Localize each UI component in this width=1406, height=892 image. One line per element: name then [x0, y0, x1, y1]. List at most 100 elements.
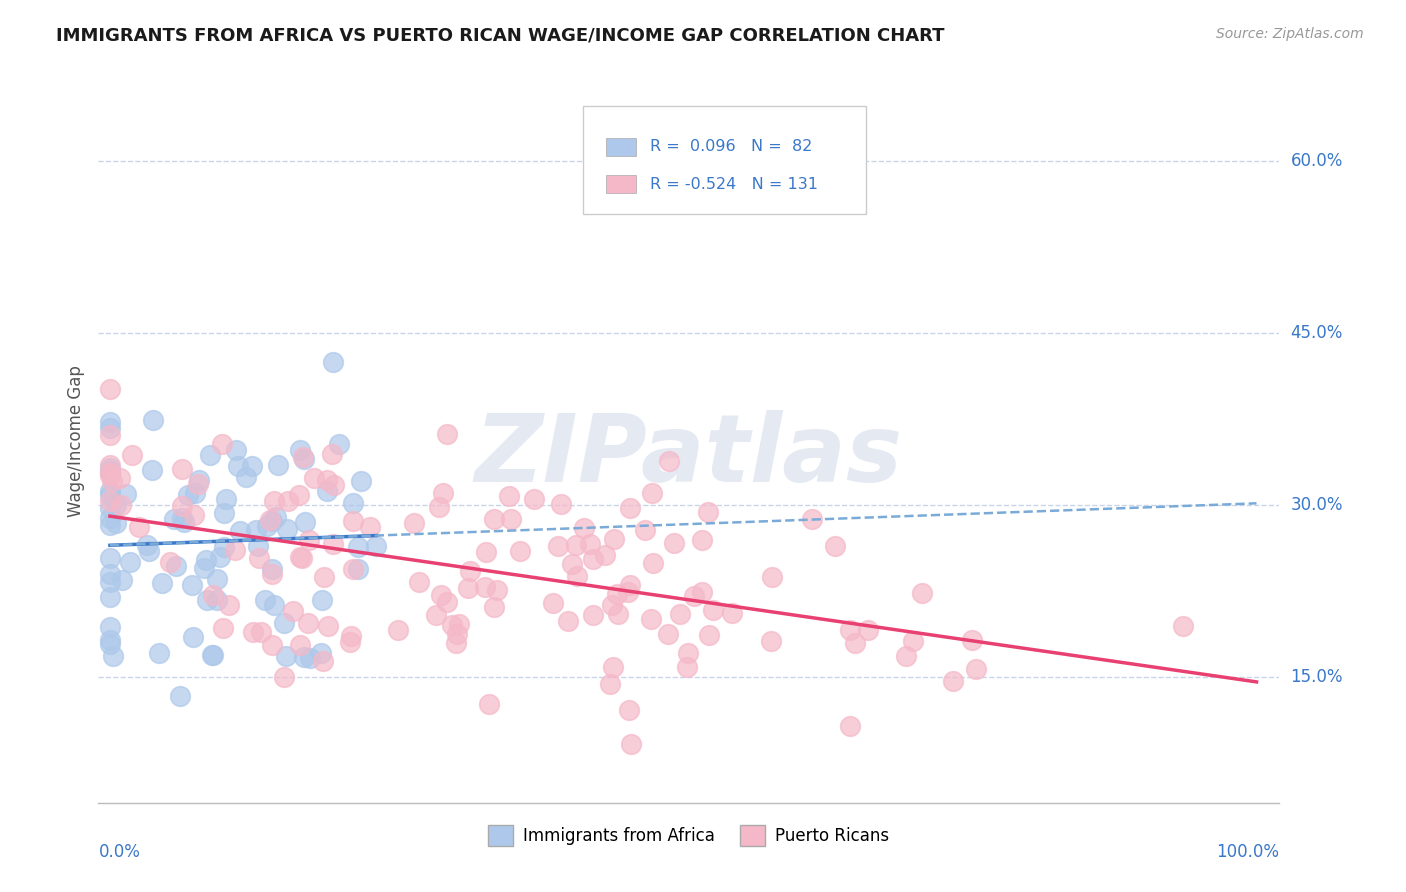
Point: [696, 505, 718, 519]
Point: [98, 510, 121, 524]
Point: [288, 443, 311, 458]
Point: [207, 593, 229, 607]
Point: [214, 540, 236, 554]
Point: [315, 473, 337, 487]
Point: [202, 648, 225, 662]
Point: [290, 550, 312, 565]
Point: [297, 616, 319, 631]
Point: [170, 499, 193, 513]
Point: [482, 512, 505, 526]
Point: [543, 596, 565, 610]
Point: [662, 536, 685, 550]
Point: [761, 570, 783, 584]
Point: [262, 639, 284, 653]
Point: [962, 633, 984, 648]
Point: [474, 580, 496, 594]
Point: [142, 413, 165, 427]
Point: [212, 506, 235, 520]
Point: [111, 574, 134, 588]
Point: [267, 458, 290, 472]
Point: [198, 448, 221, 462]
Point: [599, 676, 621, 690]
Point: [235, 469, 257, 483]
Point: [193, 561, 215, 575]
Point: [572, 521, 595, 535]
Point: [844, 636, 866, 650]
Point: [342, 515, 364, 529]
Point: [474, 545, 496, 559]
Point: [316, 484, 339, 499]
Point: [619, 501, 641, 516]
FancyBboxPatch shape: [582, 105, 866, 214]
Point: [262, 514, 284, 528]
Point: [602, 660, 624, 674]
Point: [402, 516, 425, 530]
Point: [98, 467, 121, 482]
Point: [263, 598, 285, 612]
Point: [311, 593, 333, 607]
Point: [260, 562, 283, 576]
Text: 100.0%: 100.0%: [1216, 843, 1279, 861]
Point: [290, 638, 312, 652]
Point: [98, 484, 121, 499]
Point: [98, 460, 121, 475]
Text: 0.0%: 0.0%: [98, 843, 141, 861]
Point: [98, 427, 121, 442]
Point: [486, 583, 509, 598]
Point: [550, 497, 572, 511]
Point: [277, 494, 299, 508]
Point: [643, 556, 665, 570]
Point: [247, 551, 270, 566]
Point: [115, 487, 138, 501]
Point: [427, 500, 450, 515]
Point: [148, 646, 170, 660]
Point: [98, 590, 121, 604]
Point: [170, 462, 193, 476]
Point: [721, 606, 744, 620]
Point: [98, 494, 121, 508]
Point: [294, 515, 316, 529]
Point: [212, 621, 235, 635]
Point: [359, 520, 381, 534]
Point: [108, 470, 131, 484]
Point: [657, 626, 679, 640]
Point: [607, 607, 630, 621]
Point: [606, 587, 628, 601]
Point: [824, 539, 846, 553]
Point: [250, 624, 273, 639]
Bar: [606, 137, 636, 155]
Point: [447, 616, 470, 631]
Point: [98, 421, 121, 435]
Legend: Immigrants from Africa, Puerto Ricans: Immigrants from Africa, Puerto Ricans: [482, 819, 896, 852]
Point: [633, 524, 655, 538]
Point: [195, 593, 218, 607]
Point: [141, 463, 163, 477]
Point: [253, 593, 276, 607]
Point: [346, 562, 368, 576]
Point: [273, 616, 295, 631]
Point: [436, 595, 458, 609]
Point: [98, 500, 121, 515]
Point: [288, 488, 311, 502]
Point: [669, 607, 692, 621]
Point: [288, 549, 311, 564]
Point: [292, 452, 315, 467]
Point: [169, 689, 191, 703]
Point: [942, 674, 965, 689]
Point: [173, 516, 195, 530]
Point: [425, 608, 447, 623]
Point: [565, 568, 588, 582]
Point: [565, 538, 588, 552]
Point: [436, 427, 458, 442]
Point: [509, 543, 531, 558]
Point: [346, 540, 368, 554]
Point: [98, 636, 121, 650]
Point: [600, 598, 623, 612]
Point: [547, 539, 569, 553]
Point: [676, 660, 699, 674]
Point: [98, 382, 121, 396]
Point: [263, 493, 285, 508]
Point: [98, 575, 121, 590]
Point: [211, 437, 233, 451]
Point: [163, 512, 186, 526]
